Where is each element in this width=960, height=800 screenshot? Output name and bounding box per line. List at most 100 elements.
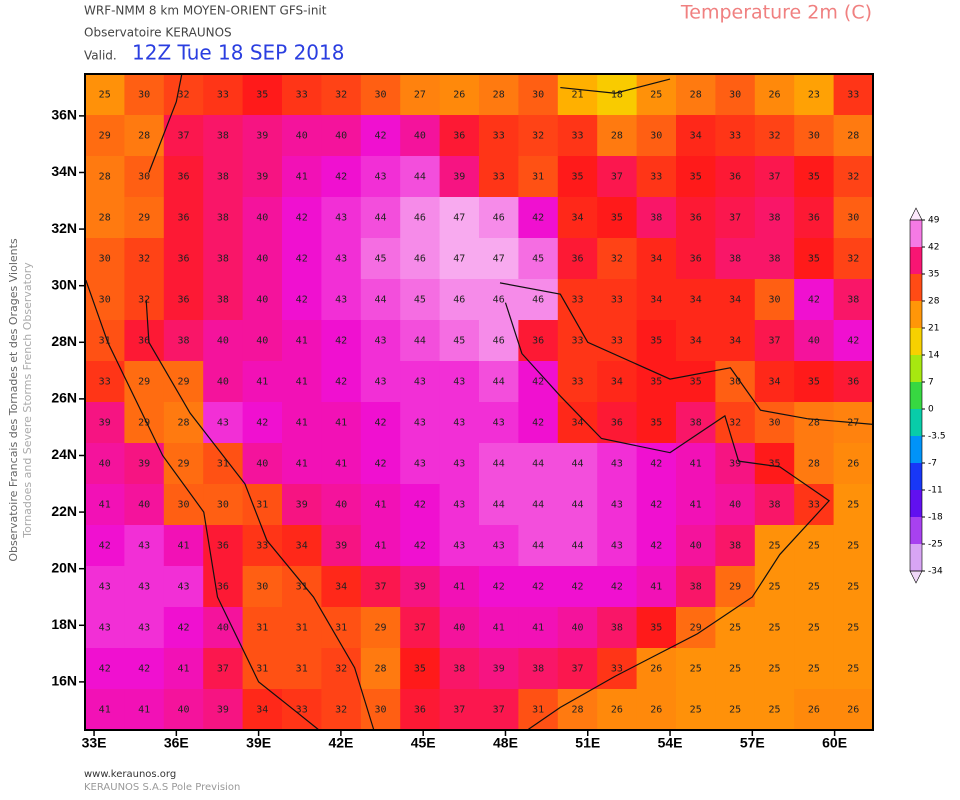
temp-value: 43 <box>138 623 150 634</box>
temp-cell <box>124 361 165 403</box>
temp-cell <box>85 197 125 239</box>
temp-value: 40 <box>256 459 268 470</box>
temp-cell <box>636 361 677 403</box>
temp-cell <box>282 197 322 239</box>
temp-value: 18 <box>611 90 623 101</box>
temp-value: 44 <box>493 459 505 470</box>
temp-value: 31 <box>256 500 268 511</box>
temp-value: 38 <box>217 172 229 183</box>
side-text: Observatoire Francais des Tornades et de… <box>7 238 20 562</box>
temp-cell <box>676 525 716 567</box>
colorbar-segment <box>910 544 922 571</box>
temp-value: 38 <box>729 541 741 552</box>
temp-value: 32 <box>847 172 859 183</box>
temp-value: 33 <box>256 541 268 552</box>
temp-value: 26 <box>611 705 623 716</box>
temp-cell <box>676 566 716 608</box>
temp-value: 25 <box>729 664 741 675</box>
temp-value: 41 <box>99 500 111 511</box>
temp-value: 25 <box>729 623 741 634</box>
temp-cell <box>439 443 480 485</box>
temp-value: 45 <box>532 254 544 265</box>
temp-value: 42 <box>532 582 544 593</box>
temp-cell <box>321 689 362 731</box>
temp-value: 38 <box>690 418 702 429</box>
temp-value: 43 <box>611 500 623 511</box>
temp-cell <box>597 361 638 403</box>
temp-cell <box>400 238 441 280</box>
temp-cell <box>163 525 204 567</box>
temp-cell <box>360 361 401 403</box>
temp-value: 41 <box>374 500 386 511</box>
temp-value: 40 <box>217 623 229 634</box>
temp-cell <box>794 402 835 444</box>
temp-cell <box>833 484 874 526</box>
temp-value: 35 <box>808 377 820 388</box>
temp-cell <box>597 566 638 608</box>
temp-cell <box>518 320 559 362</box>
temp-cell <box>321 361 362 403</box>
footer-company: KERAUNOS S.A.S Pole Prevision <box>84 782 240 793</box>
temp-cell <box>794 197 835 239</box>
temp-cell <box>557 648 598 690</box>
colorbar-segment <box>910 220 922 247</box>
coastline <box>499 282 874 425</box>
temp-cell <box>400 402 441 444</box>
temp-cell <box>360 607 401 649</box>
temp-value: 29 <box>177 459 189 470</box>
temp-cell <box>321 484 362 526</box>
temp-value: 44 <box>493 377 505 388</box>
temp-cell <box>557 238 598 280</box>
temp-cell <box>833 238 874 280</box>
temp-cell <box>321 443 362 485</box>
temp-cell <box>242 238 283 280</box>
side-text: Tornadoes and Severe Storms French Obser… <box>21 262 34 539</box>
temp-value: 39 <box>256 131 268 142</box>
temp-cell <box>518 689 559 731</box>
temp-cell <box>124 238 165 280</box>
temp-value: 28 <box>177 418 189 429</box>
temp-cell <box>833 115 874 157</box>
temp-value: 23 <box>808 90 820 101</box>
temp-value: 34 <box>296 541 308 552</box>
temp-cell <box>597 238 638 280</box>
temp-value: 43 <box>414 418 426 429</box>
temp-value: 42 <box>532 213 544 224</box>
temp-value: 33 <box>296 705 308 716</box>
temp-value: 35 <box>650 418 662 429</box>
temp-value: 39 <box>217 705 229 716</box>
temp-cell <box>597 156 638 198</box>
lon-tick-label: 48E <box>493 735 518 751</box>
temp-value: 25 <box>808 664 820 675</box>
temp-value: 40 <box>808 336 820 347</box>
temp-value: 43 <box>374 172 386 183</box>
temp-cell <box>557 156 598 198</box>
temp-cell <box>715 607 756 649</box>
temp-value: 26 <box>650 664 662 675</box>
temp-cell <box>518 361 559 403</box>
temp-value: 31 <box>296 582 308 593</box>
temp-cell <box>400 607 441 649</box>
temp-cell <box>321 525 362 567</box>
temp-value: 37 <box>177 131 189 142</box>
temp-value: 43 <box>453 500 465 511</box>
temp-value: 41 <box>177 664 189 675</box>
temp-value: 30 <box>532 90 544 101</box>
temp-value: 36 <box>690 213 702 224</box>
temp-value: 36 <box>571 254 583 265</box>
temp-value: 25 <box>808 623 820 634</box>
temp-value: 34 <box>729 295 741 306</box>
temp-cell <box>518 566 559 608</box>
temp-cell <box>282 115 322 157</box>
temp-value: 33 <box>611 336 623 347</box>
temp-cell <box>400 566 441 608</box>
temp-value: 44 <box>532 500 544 511</box>
temp-value: 36 <box>177 295 189 306</box>
temp-cell <box>479 648 519 690</box>
temp-cell <box>479 443 519 485</box>
temp-cell <box>124 279 165 321</box>
temp-value: 45 <box>453 336 465 347</box>
temp-cell <box>676 279 716 321</box>
org-title: Observatoire KERAUNOS <box>84 26 232 40</box>
temp-cell <box>242 607 283 649</box>
